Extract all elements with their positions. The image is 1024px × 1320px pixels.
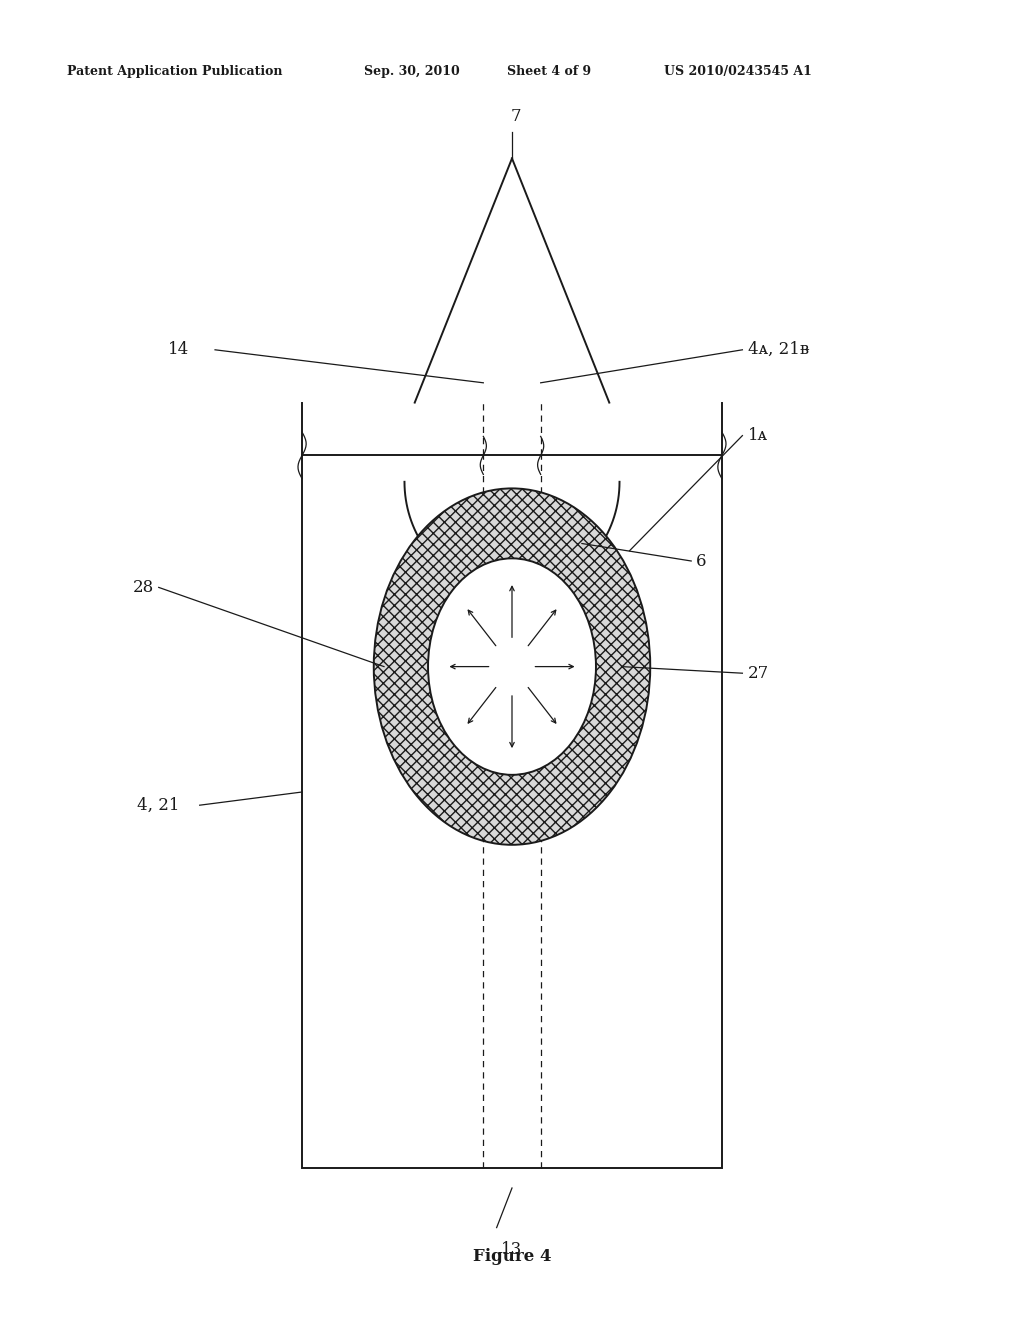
Text: US 2010/0243545 A1: US 2010/0243545 A1 (664, 65, 811, 78)
Text: Sheet 4 of 9: Sheet 4 of 9 (507, 65, 591, 78)
Ellipse shape (428, 558, 596, 775)
Ellipse shape (374, 488, 650, 845)
Text: 28: 28 (132, 579, 154, 595)
Text: Sep. 30, 2010: Sep. 30, 2010 (364, 65, 460, 78)
Text: 4ᴀ, 21ᴃ: 4ᴀ, 21ᴃ (748, 342, 809, 358)
Text: 7: 7 (511, 108, 521, 125)
Text: 14: 14 (168, 342, 189, 358)
Text: 27: 27 (748, 665, 769, 681)
Text: Figure 4: Figure 4 (473, 1249, 551, 1265)
Text: 6: 6 (696, 553, 707, 569)
Text: 4, 21: 4, 21 (136, 797, 179, 813)
Text: 13: 13 (502, 1241, 522, 1258)
Text: Patent Application Publication: Patent Application Publication (67, 65, 282, 78)
Text: 1ᴀ: 1ᴀ (748, 428, 768, 444)
Bar (302, 455, 722, 1168)
